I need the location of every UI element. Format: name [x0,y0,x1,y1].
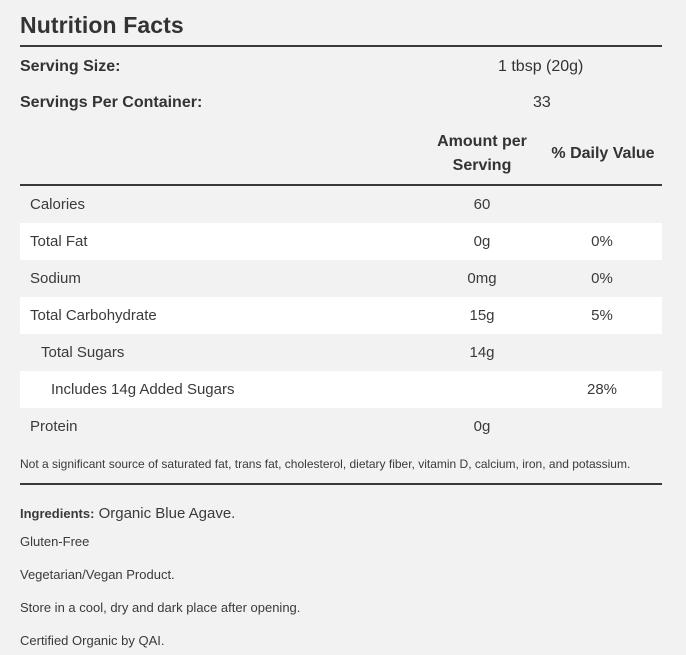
note-storage: Store in a cool, dry and dark place afte… [20,600,301,615]
daily-value-header: % Daily Value [551,145,655,162]
row-name: Total Sugars [41,344,125,361]
row-name: Includes 14g Added Sugars [51,381,235,398]
amount-per-serving-header: Amount per Serving [432,130,532,178]
row-amount: 60 [473,196,491,213]
note-gluten-free: Gluten-Free [20,534,90,549]
ingredients-value: Organic Blue Agave. [98,505,236,522]
serving-size-value: 1 tbsp (20g) [498,58,584,75]
row-name: Total Fat [30,233,88,250]
row-daily-value: 28% [586,381,618,398]
serving-size-label: Serving Size: [20,58,121,75]
table-row: Includes 14g Added Sugars 28% [20,371,662,408]
footnote-divider [20,483,662,485]
row-daily-value: 5% [591,307,613,324]
note-certified-organic: Certified Organic by QAI. [20,633,165,648]
footnote: Not a significant source of saturated fa… [20,457,631,471]
servings-per-container-row: Servings Per Container: 33 [20,94,662,118]
table-row: Sodium 0mg 0% [20,260,662,297]
table-row: Total Carbohydrate 15g 5% [20,297,662,334]
ingredients-line: Ingredients: Organic Blue Agave. [20,505,235,522]
servings-per-container-value: 33 [533,94,551,111]
row-amount: 0mg [467,270,497,287]
serving-size-row: Serving Size: 1 tbsp (20g) [20,58,662,82]
row-daily-value: 0% [591,270,613,287]
row-name: Protein [30,418,78,435]
amount-header-line1: Amount per [437,133,527,150]
servings-per-container-label: Servings Per Container: [20,94,203,111]
note-vegetarian-vegan: Vegetarian/Vegan Product. [20,567,175,582]
title-divider [20,45,662,47]
row-daily-value: 0% [591,233,613,250]
ingredients-label: Ingredients: [20,506,95,521]
table-row: Protein 0g [20,408,662,445]
row-name: Total Carbohydrate [30,307,157,324]
row-name: Sodium [30,270,81,287]
row-amount: 0g [473,418,491,435]
row-amount: 14g [469,344,495,361]
row-amount: 15g [469,307,495,324]
amount-header-line2: Serving [452,157,512,174]
table-row: Total Sugars 14g [20,334,662,371]
table-row: Calories 60 [20,186,662,223]
table-row: Total Fat 0g 0% [20,223,662,260]
nutrition-table: Calories 60 Total Fat 0g 0% Sodium 0mg 0… [20,186,662,445]
row-name: Calories [30,196,86,213]
table-header-divider [20,184,662,186]
nutrition-title: Nutrition Facts [20,12,184,38]
row-amount: 0g [473,233,491,250]
